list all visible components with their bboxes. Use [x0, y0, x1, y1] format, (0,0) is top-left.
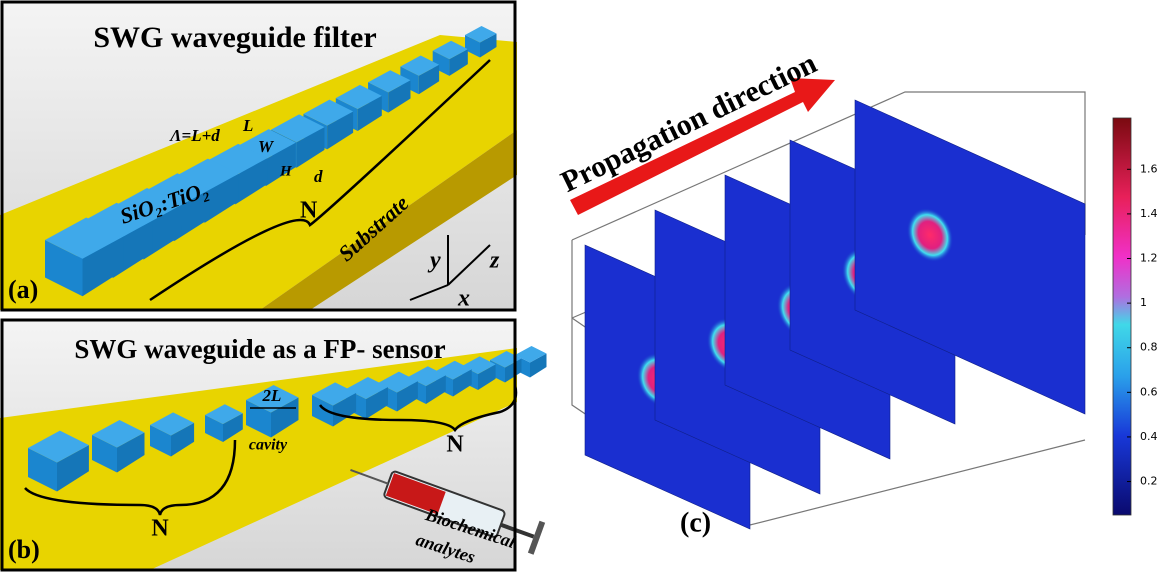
colorbar-tick-label: 0.2: [1140, 475, 1158, 488]
axis-z: z: [489, 248, 500, 274]
colorbar-tick-label: 0.4: [1140, 430, 1158, 443]
count-right: N: [446, 432, 464, 458]
title: SWG waveguide filter: [93, 21, 376, 54]
period: Λ=L+d: [169, 126, 220, 145]
title: SWG waveguide as a FP- sensor: [74, 334, 445, 364]
colorbar: [1113, 118, 1131, 515]
axis-x: x: [457, 286, 470, 312]
panel-label: (b): [8, 535, 40, 564]
panel-label: (a): [8, 275, 38, 304]
arrow-label: Propagation direction: [556, 46, 822, 198]
colorbar-tick-label: 1.2: [1140, 252, 1158, 265]
colorbar-tick-label: 1: [1140, 296, 1147, 309]
width: W: [258, 137, 275, 156]
colorbar-tick-label: 0.8: [1140, 341, 1158, 354]
axis-y: y: [427, 248, 441, 274]
count-left: N: [151, 516, 169, 542]
height: H: [279, 163, 293, 179]
colorbar-tick-label: 1.6: [1140, 162, 1158, 175]
gap: d: [314, 167, 323, 186]
cavity: cavity: [249, 437, 288, 454]
count: N: [300, 198, 318, 224]
colorbar-tick-label: 0.6: [1140, 385, 1158, 398]
figure: SWG waveguide filter Λ=L+d L W H d SiO₂:…: [0, 0, 1161, 572]
cavity-length: 2L: [262, 386, 282, 405]
colorbar-tick-label: 1.4: [1140, 207, 1158, 220]
length: L: [242, 116, 253, 135]
panel-label: (c): [680, 507, 711, 538]
